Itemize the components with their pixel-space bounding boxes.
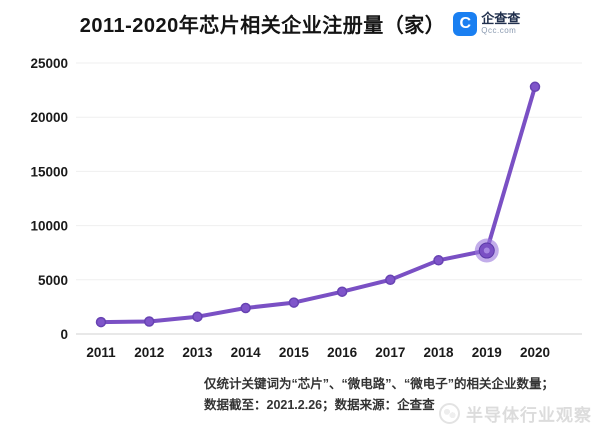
y-tick-label: 20000 <box>30 110 68 125</box>
data-point <box>95 316 107 328</box>
chart-header: 2011-2020年芯片相关企业注册量（家） C 企查查 Qcc.com <box>0 9 600 38</box>
x-tick-label: 2016 <box>327 345 358 360</box>
data-point <box>529 81 541 93</box>
y-tick-label: 15000 <box>30 164 68 179</box>
y-tick-label: 10000 <box>30 219 68 234</box>
page-title: 2011-2020年芯片相关企业注册量（家） <box>79 15 446 37</box>
x-tick-label: 2018 <box>424 345 455 360</box>
y-tick-label: 0 <box>60 327 68 342</box>
y-tick-label: 5000 <box>38 273 68 288</box>
footnote-line-1: 仅统计关键词为“芯片”、“微电路”、“微电子”的相关企业数量； <box>204 377 555 391</box>
x-tick-label: 2011 <box>86 345 116 360</box>
x-tick-label: 2015 <box>279 345 310 360</box>
qcc-logo-name: 企查查 <box>481 11 521 26</box>
footnote-line-2: 数据截至：2021.2.26；数据来源：企查查 <box>204 398 435 412</box>
data-points <box>95 81 541 328</box>
x-tick-label: 2013 <box>182 345 213 360</box>
x-tick-label: 2012 <box>134 345 164 360</box>
x-tick-label: 2020 <box>520 345 550 360</box>
y-axis-labels: 0 5000 10000 15000 20000 25000 <box>30 56 68 342</box>
highlight-marker <box>474 238 499 263</box>
qcc-logo-domain: Qcc.com <box>481 26 517 35</box>
watermark-text: 半导体行业观察 <box>466 406 592 425</box>
qcc-logo: C 企查查 Qcc.com <box>453 11 520 36</box>
data-point <box>288 297 300 308</box>
x-axis-labels: 2011 2012 2013 2014 2015 2016 2017 2018 2019 2020 <box>86 345 550 360</box>
gridlines <box>76 62 582 335</box>
x-tick-label: 2014 <box>231 345 262 360</box>
chart-footnote: 仅统计关键词为“芯片”、“微电路”、“微电子”的相关企业数量； 数据截至：202… <box>204 374 554 416</box>
x-tick-label: 2019 <box>472 345 502 360</box>
watermark: 半导体行业观察 <box>439 401 592 426</box>
qcc-logo-text: 企查查 Qcc.com <box>481 12 520 35</box>
data-point <box>336 286 348 297</box>
qcc-logo-icon: C <box>453 11 478 36</box>
highlight-core <box>483 247 490 254</box>
x-tick-label: 2017 <box>375 345 405 360</box>
data-point <box>143 316 155 327</box>
y-tick-label: 25000 <box>30 56 68 71</box>
data-point <box>240 302 251 314</box>
data-point <box>385 274 396 286</box>
series-line <box>99 84 537 325</box>
data-point <box>192 311 203 322</box>
watermark-logo-icon <box>439 403 460 424</box>
data-point <box>433 255 444 266</box>
